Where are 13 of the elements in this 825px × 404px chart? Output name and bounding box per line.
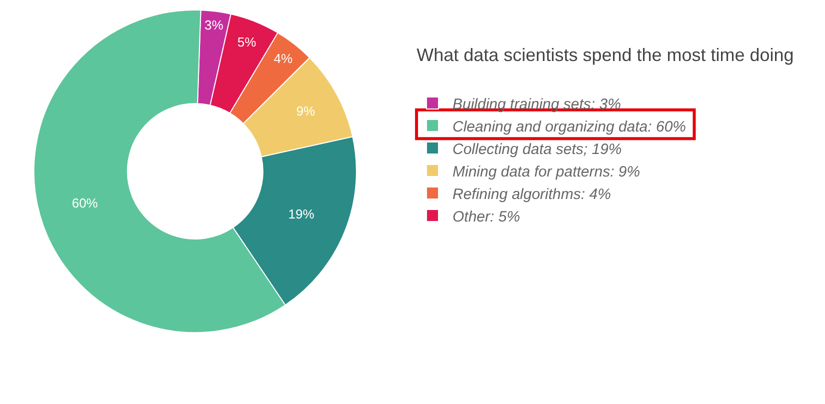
data-label: 5% [237, 34, 257, 50]
data-label: 3% [204, 18, 224, 33]
legend-label: Other: 5% [452, 208, 520, 226]
legend-label: Building training sets: 3% [452, 96, 621, 113]
data-label: 4% [274, 50, 293, 66]
legend-label: Mining data for patterns: 9% [452, 163, 640, 180]
legend-label: Cleaning and organizing data: 60% [452, 118, 686, 136]
legend-label: Collecting data sets; 19% [452, 140, 622, 158]
data-label: 9% [296, 103, 316, 118]
data-label: 60% [72, 195, 98, 210]
text: What data scientists spend the most time doing [416, 45, 794, 66]
data-label: 19% [288, 206, 315, 222]
legend-label: Refining algorithms: 4% [452, 186, 611, 203]
